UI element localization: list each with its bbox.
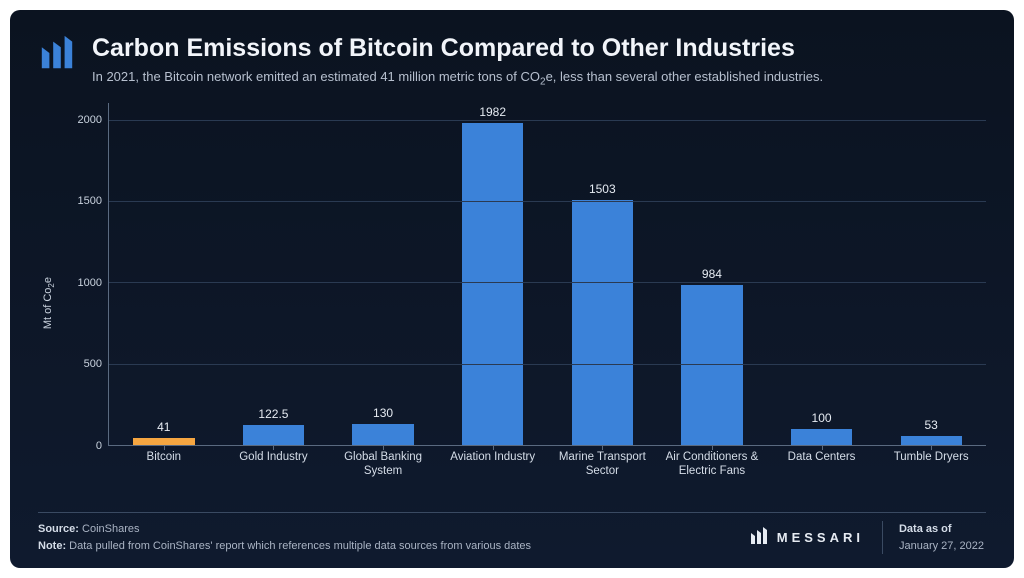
chart-title: Carbon Emissions of Bitcoin Compared to … (92, 34, 986, 63)
ylabel-pre: Mt of Co (42, 287, 54, 329)
bar-slot: 130 (328, 103, 438, 445)
date-label: Data as of (899, 521, 984, 538)
messari-logo-icon (749, 526, 769, 549)
bar-slot: 53 (876, 103, 986, 445)
bar-value-label: 41 (157, 420, 170, 434)
bar-slot: 1982 (438, 103, 548, 445)
category-label: Air Conditioners & Electric Fans (657, 451, 767, 479)
y-tick-label: 500 (84, 358, 102, 370)
source-value: CoinShares (82, 523, 139, 535)
bar: 1982 (462, 123, 523, 445)
grid-line (109, 120, 986, 121)
y-axis-label: Mt of Co2e (42, 277, 56, 329)
source-line: Source: CoinShares (38, 521, 731, 538)
y-axis-label-box: Mt of Co2e (38, 103, 60, 502)
grid-line (109, 201, 986, 202)
subtitle-post: e, less than several other established i… (546, 69, 824, 84)
y-tick-label: 0 (96, 440, 102, 452)
y-tick-label: 2000 (78, 114, 102, 126)
bar-value-label: 53 (925, 418, 938, 432)
bar-slot: 41 (109, 103, 219, 445)
chart-subtitle: In 2021, the Bitcoin network emitted an … (92, 69, 986, 88)
grid-line (109, 282, 986, 283)
bar-value-label: 984 (702, 267, 722, 281)
category-label: Tumble Dryers (876, 451, 986, 479)
bar-value-label: 100 (812, 411, 832, 425)
category-label: Marine Transport Sector (548, 451, 658, 479)
bar-value-label: 1503 (589, 182, 616, 196)
bar: 53 (901, 436, 962, 445)
note-line: Note: Data pulled from CoinShares' repor… (38, 538, 731, 555)
category-label: Aviation Industry (438, 451, 548, 479)
category-labels-row: BitcoinGold IndustryGlobal Banking Syste… (109, 445, 986, 479)
bar-slot: 1503 (548, 103, 658, 445)
category-label: Bitcoin (109, 451, 219, 479)
date-box: Data as of January 27, 2022 (882, 521, 986, 554)
ylabel-post: e (42, 277, 54, 283)
bar-slot: 984 (657, 103, 767, 445)
bar-slot: 100 (767, 103, 877, 445)
date-value: January 27, 2022 (899, 538, 984, 555)
y-tick-label: 1500 (78, 195, 102, 207)
bar-value-label: 1982 (479, 105, 506, 119)
ylabel-sub: 2 (47, 283, 56, 287)
bar: 130 (352, 424, 413, 445)
messari-logo-icon (38, 34, 76, 72)
source-label: Source: (38, 523, 79, 535)
note-value: Data pulled from CoinShares' report whic… (69, 540, 531, 552)
category-label: Global Banking System (328, 451, 438, 479)
title-block: Carbon Emissions of Bitcoin Compared to … (92, 34, 986, 87)
chart-area: Mt of Co2e 0 500 1000 1500 2000 41 122.5 130 19… (38, 103, 986, 502)
brand-name: MESSARI (777, 530, 864, 545)
y-tick-label: 1000 (78, 277, 102, 289)
footer-meta: Source: CoinShares Note: Data pulled fro… (38, 521, 731, 554)
bar: 122.5 (243, 425, 304, 445)
bar: 100 (791, 429, 852, 445)
chart-card: Carbon Emissions of Bitcoin Compared to … (10, 10, 1014, 568)
note-label: Note: (38, 540, 66, 552)
y-axis-ticks: 0500100015002000 (60, 103, 108, 446)
footer: Source: CoinShares Note: Data pulled fro… (38, 512, 986, 554)
category-label: Gold Industry (219, 451, 329, 479)
subtitle-pre: In 2021, the Bitcoin network emitted an … (92, 69, 540, 84)
bar-value-label: 122.5 (258, 407, 288, 421)
brand-block: MESSARI (749, 526, 864, 549)
header: Carbon Emissions of Bitcoin Compared to … (38, 34, 986, 87)
bar: 984 (681, 285, 742, 445)
grid-line (109, 364, 986, 365)
bar: 1503 (572, 200, 633, 445)
bar-value-label: 130 (373, 406, 393, 420)
bars-container: 41 122.5 130 1982 1503 984 100 53 (109, 103, 986, 445)
bar-slot: 122.5 (219, 103, 329, 445)
bar: 41 (133, 438, 194, 445)
plot-area: 41122.51301982150398410053 BitcoinGold I… (108, 103, 986, 446)
category-label: Data Centers (767, 451, 877, 479)
